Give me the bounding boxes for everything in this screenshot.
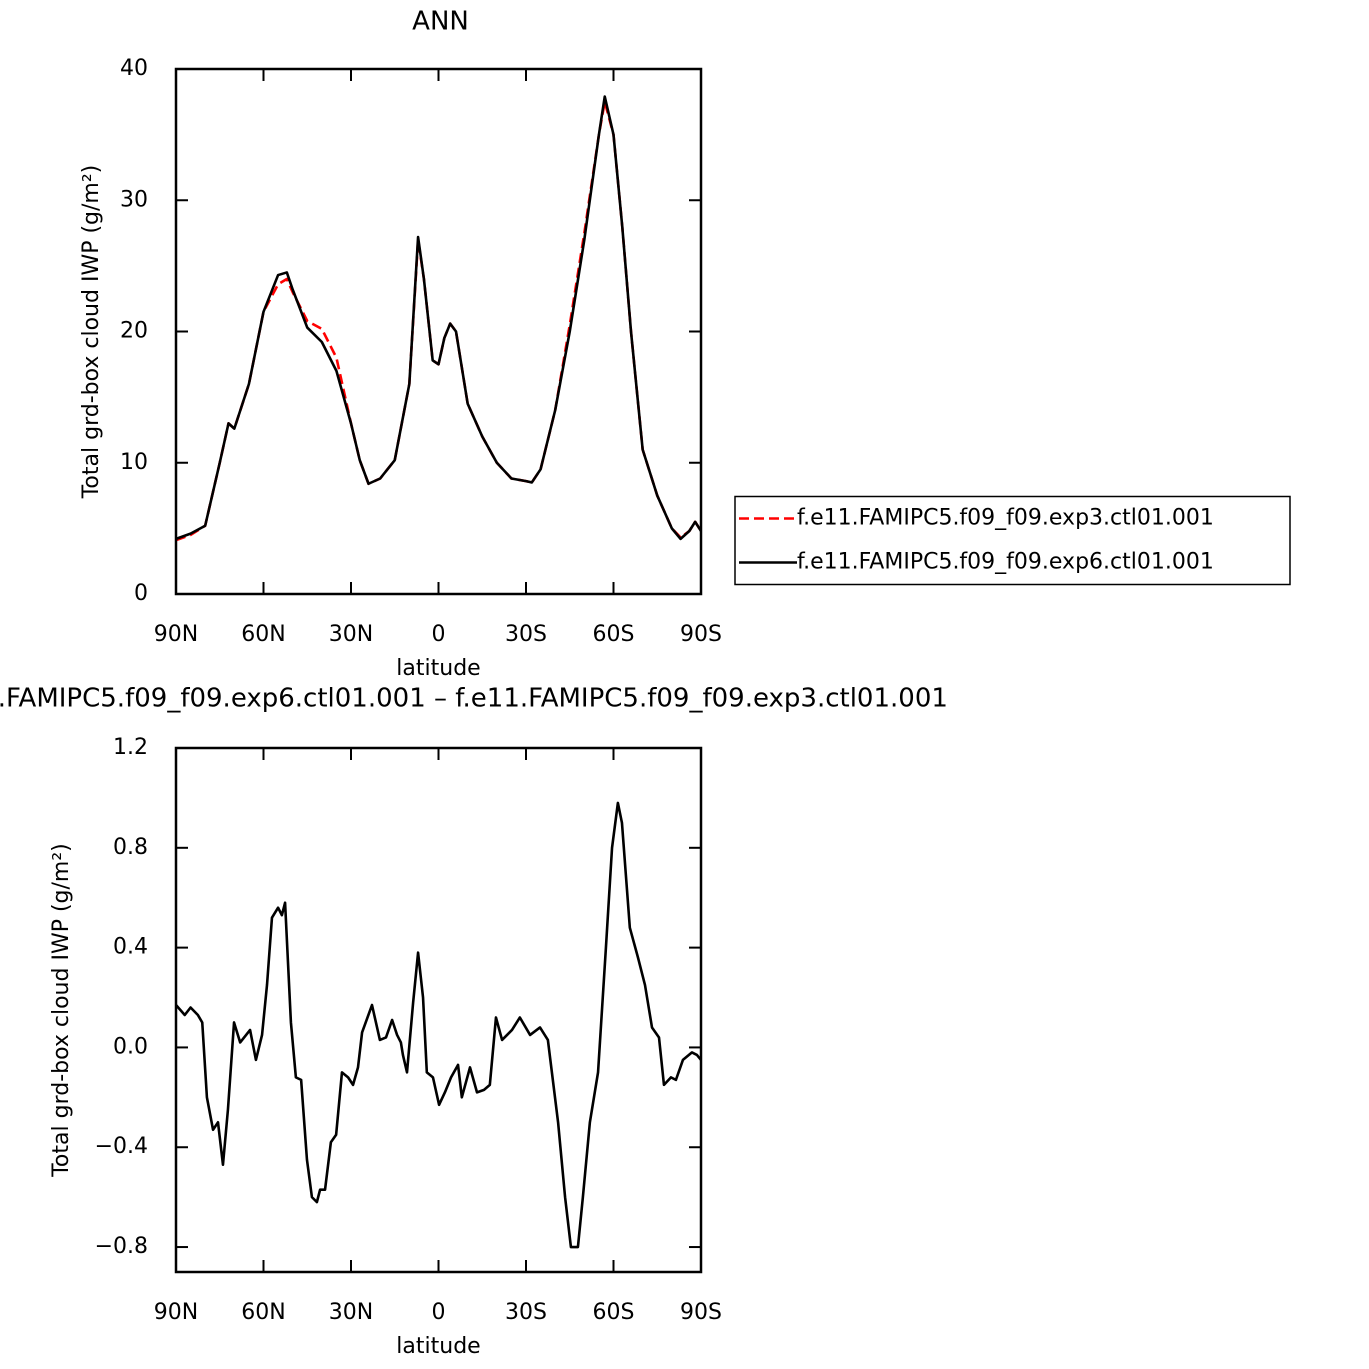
plot-frame [174, 67, 703, 596]
plot-frame [174, 746, 703, 1274]
legend-label: f.e11.FAMIPC5.f09_f09.exp3.ctl01.001 [797, 506, 1214, 531]
x-tick-label: 60S [593, 622, 635, 647]
y-tick-label: 0.0 [113, 1034, 148, 1059]
y-tick-label: −0.4 [95, 1134, 148, 1159]
x-axis-label: latitude [396, 1334, 480, 1359]
x-tick-label: 90S [680, 1300, 722, 1325]
x-tick-label: 30S [505, 1300, 547, 1325]
y-tick-label: 40 [120, 56, 148, 81]
x-tick-label: 0 [432, 1300, 446, 1325]
y-tick-label: 1.2 [113, 735, 148, 760]
y-axis-label: Total grd-box cloud IWP (g/m²) [79, 165, 104, 500]
y-tick-label: −0.8 [95, 1234, 148, 1259]
y-axis-label: Total grd-box cloud IWP (g/m²) [49, 843, 74, 1178]
y-tick-label: 10 [120, 450, 148, 475]
x-tick-label: 90N [154, 1300, 198, 1325]
y-tick-label: 30 [120, 187, 148, 212]
x-tick-label: 90S [680, 622, 722, 647]
x-tick-label: 60N [241, 1300, 285, 1325]
series-line [175, 95, 703, 541]
x-tick-label: 60N [241, 622, 285, 647]
x-tick-label: 30N [329, 1300, 373, 1325]
x-tick-label: 60S [593, 1300, 635, 1325]
x-tick-label: 30N [329, 622, 373, 647]
y-tick-label: 0 [134, 581, 148, 606]
x-tick-label: 90N [154, 622, 198, 647]
series-line [175, 801, 703, 1249]
legend-label: f.e11.FAMIPC5.f09_f09.exp6.ctl01.001 [797, 550, 1214, 575]
y-tick-label: 0.8 [113, 835, 148, 860]
x-tick-label: 0 [432, 622, 446, 647]
chart-title: ANN [412, 7, 469, 37]
y-tick-label: 0.4 [113, 935, 148, 960]
chart-title: f.e11.FAMIPC5.f09_f09.exp6.ctl01.001 – f… [0, 684, 948, 714]
legend-box [734, 495, 1291, 586]
x-axis-label: latitude [396, 656, 480, 681]
series-line [175, 100, 703, 542]
x-tick-label: 30S [505, 622, 547, 647]
y-tick-label: 20 [120, 319, 148, 344]
